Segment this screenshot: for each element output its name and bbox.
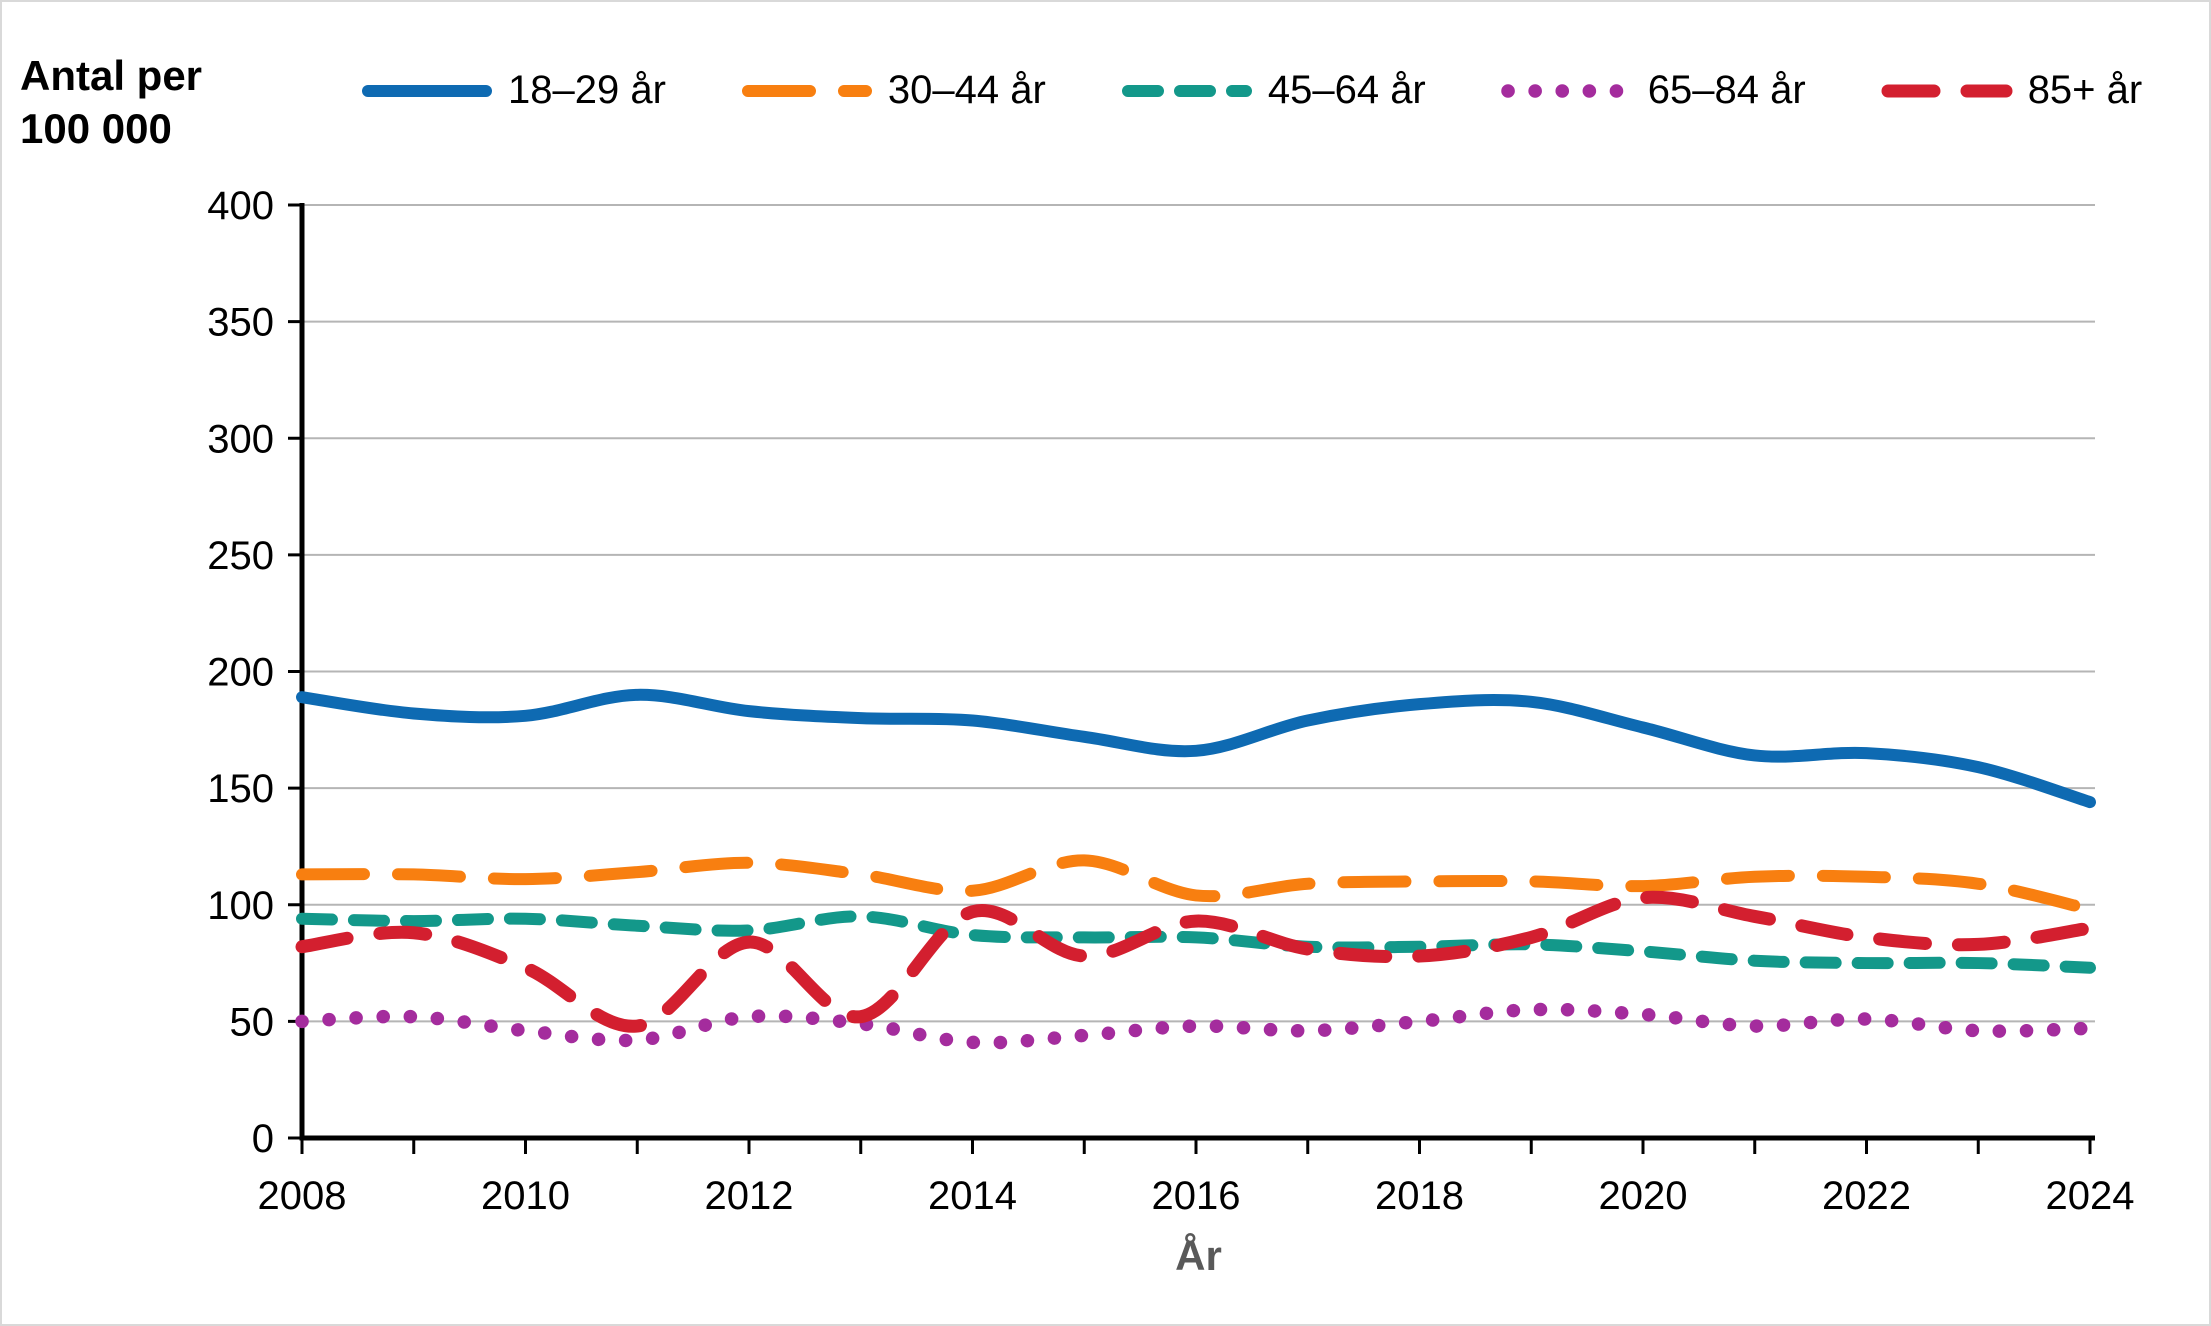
x-tick-label-2020: 2020 [1599,1174,1688,1218]
x-tick-label-2010: 2010 [481,1174,570,1218]
x-axis-title: År [1175,1232,1222,1279]
x-tick-label-2018: 2018 [1375,1174,1464,1218]
legend-label-2: 45–64 år [1267,68,1426,112]
legend-label-0: 18–29 år [508,68,666,112]
legend-item-45-64-r: 45–64 år [1120,68,1426,113]
legend-label-1: 30–44 år [887,68,1046,112]
x-tick-label-2016: 2016 [1152,1174,1241,1218]
y-tick-label-200: 200 [207,651,274,695]
series-line-65-84-r [295,1002,2097,1050]
legend-item-30-44-r: 30–44 år [740,68,1046,113]
legend-swatch-2 [1121,84,1252,97]
x-tick-label-2024: 2024 [2046,1174,2135,1218]
legend-item-65-84-r: 65–84 år [1500,68,1806,113]
legend-label-3: 65–84 år [1647,68,1806,112]
x-tick-label-2012: 2012 [705,1174,794,1218]
y-tick-label-50: 50 [230,1000,275,1044]
y-axis-title: Antal per 100 000 [20,52,203,152]
legend: 18–29 år 30–44 år 45–64 år 65–84 år 85+ år [360,68,2142,113]
legend-swatch-3 [1501,83,1633,98]
legend-label-4: 85+ år [2027,68,2143,112]
legend-swatch-4 [1881,84,2013,97]
series-line-45-64-r [296,910,2096,974]
series-line-85+-r [295,890,2097,1033]
x-tick-label-2008: 2008 [258,1174,347,1218]
y-tick-label-100: 100 [207,884,274,928]
y-tick-label-0: 0 [252,1117,274,1161]
y-tick-label-350: 350 [207,301,274,345]
y-tick-label-250: 250 [207,534,274,578]
legend-swatch-0 [362,84,492,97]
x-tick-label-2022: 2022 [1822,1174,1911,1218]
y-tick-label-400: 400 [207,184,274,228]
legend-item-18-29-r: 18–29 år [360,68,666,113]
y-tick-label-150: 150 [207,767,274,811]
series-line-18-29-r [296,688,2096,809]
legend-item-85+-r: 85+ år [1880,68,2143,113]
series-line-30-44-r [296,854,2096,916]
legend-swatch-1 [741,84,872,97]
x-tick-label-2014: 2014 [928,1174,1017,1218]
y-tick-label-300: 300 [207,417,274,461]
